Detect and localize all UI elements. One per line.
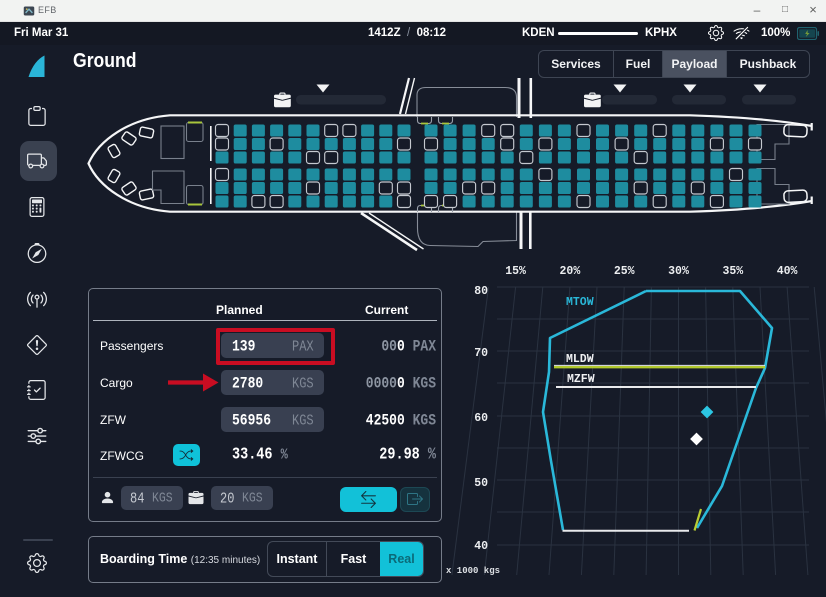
svg-text:80: 80 — [474, 285, 488, 298]
svg-text:x 1000 kgs: x 1000 kgs — [446, 566, 500, 576]
svg-text:MLDW: MLDW — [566, 353, 594, 366]
svg-text:40%: 40% — [777, 265, 798, 278]
svg-text:15%: 15% — [505, 265, 526, 278]
svg-text:30%: 30% — [668, 265, 689, 278]
svg-text:50: 50 — [474, 477, 488, 490]
svg-text:MTOW: MTOW — [566, 296, 594, 309]
svg-text:MZFW: MZFW — [567, 373, 595, 386]
svg-text:35%: 35% — [722, 265, 743, 278]
svg-text:70: 70 — [474, 347, 488, 360]
svg-text:25%: 25% — [614, 265, 635, 278]
svg-text:60: 60 — [474, 412, 488, 425]
svg-text:40: 40 — [474, 540, 488, 553]
svg-text:20%: 20% — [560, 265, 581, 278]
